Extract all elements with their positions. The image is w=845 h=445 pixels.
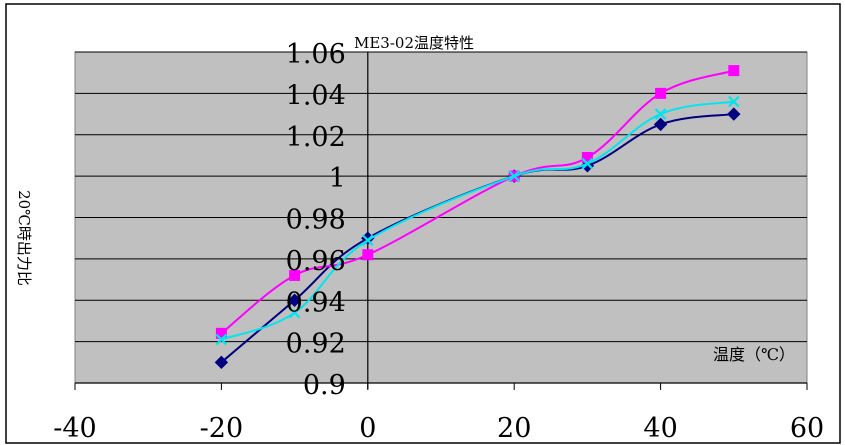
y-tick-label-0: 0.9 [303, 370, 346, 401]
series-1-point-5 [655, 87, 667, 99]
y-tick-label-5: 1 [329, 163, 346, 194]
chart-title: ME3-02温度特性 [354, 34, 474, 52]
series-1-point-2 [362, 249, 374, 261]
series-2-point-4 [581, 157, 594, 170]
series-2-point-6 [728, 95, 740, 108]
series-1-point-4 [581, 152, 593, 164]
y-tick-label-8: 1.06 [286, 39, 346, 70]
x-tick-label-0: -40 [53, 413, 96, 444]
y-tick-label-6: 1.02 [286, 122, 346, 153]
x-tick-label-1: -20 [200, 413, 243, 444]
series-1-point-0 [215, 327, 227, 339]
x-tick-label-3: 20 [497, 413, 531, 444]
y-tick-label-4: 0.98 [286, 205, 346, 236]
x-axis-title: 温度（℃） [713, 345, 795, 364]
series-2-point-0 [215, 333, 228, 346]
series-2-point-1 [288, 306, 301, 319]
series-layer [214, 65, 741, 370]
x-tick-marks [74, 383, 808, 390]
series-2-point-2 [362, 234, 374, 247]
series-2-point-3 [508, 170, 520, 182]
series-0-point-0 [214, 355, 229, 370]
y-tick-label-3: 0.96 [286, 246, 346, 277]
x-tick-label-2: 0 [359, 413, 376, 444]
y-axis-title: 20℃時出力比 [15, 190, 33, 286]
gridlines [75, 51, 807, 384]
x-tick-label-4: 40 [643, 413, 677, 444]
y-tick-labels: 0.9 0.92 0.94 0.96 0.98 1 1.02 1.04 1.06 [286, 39, 346, 401]
series-2 [215, 95, 740, 346]
series-0-point-5 [653, 117, 668, 132]
series-0-point-1 [287, 293, 302, 307]
y-tick-label-2: 0.94 [286, 287, 346, 318]
x-tick-label-5: 60 [790, 413, 824, 444]
x-tick-labels: -40 -20 0 20 40 60 [53, 413, 824, 444]
y-tick-label-1: 0.92 [286, 329, 346, 360]
y-tick-label-7: 1.04 [286, 80, 346, 111]
series-1-point-6 [728, 65, 740, 77]
series-2-point-5 [654, 108, 667, 120]
series-0-point-6 [727, 107, 741, 121]
series-1-point-1 [289, 269, 301, 281]
